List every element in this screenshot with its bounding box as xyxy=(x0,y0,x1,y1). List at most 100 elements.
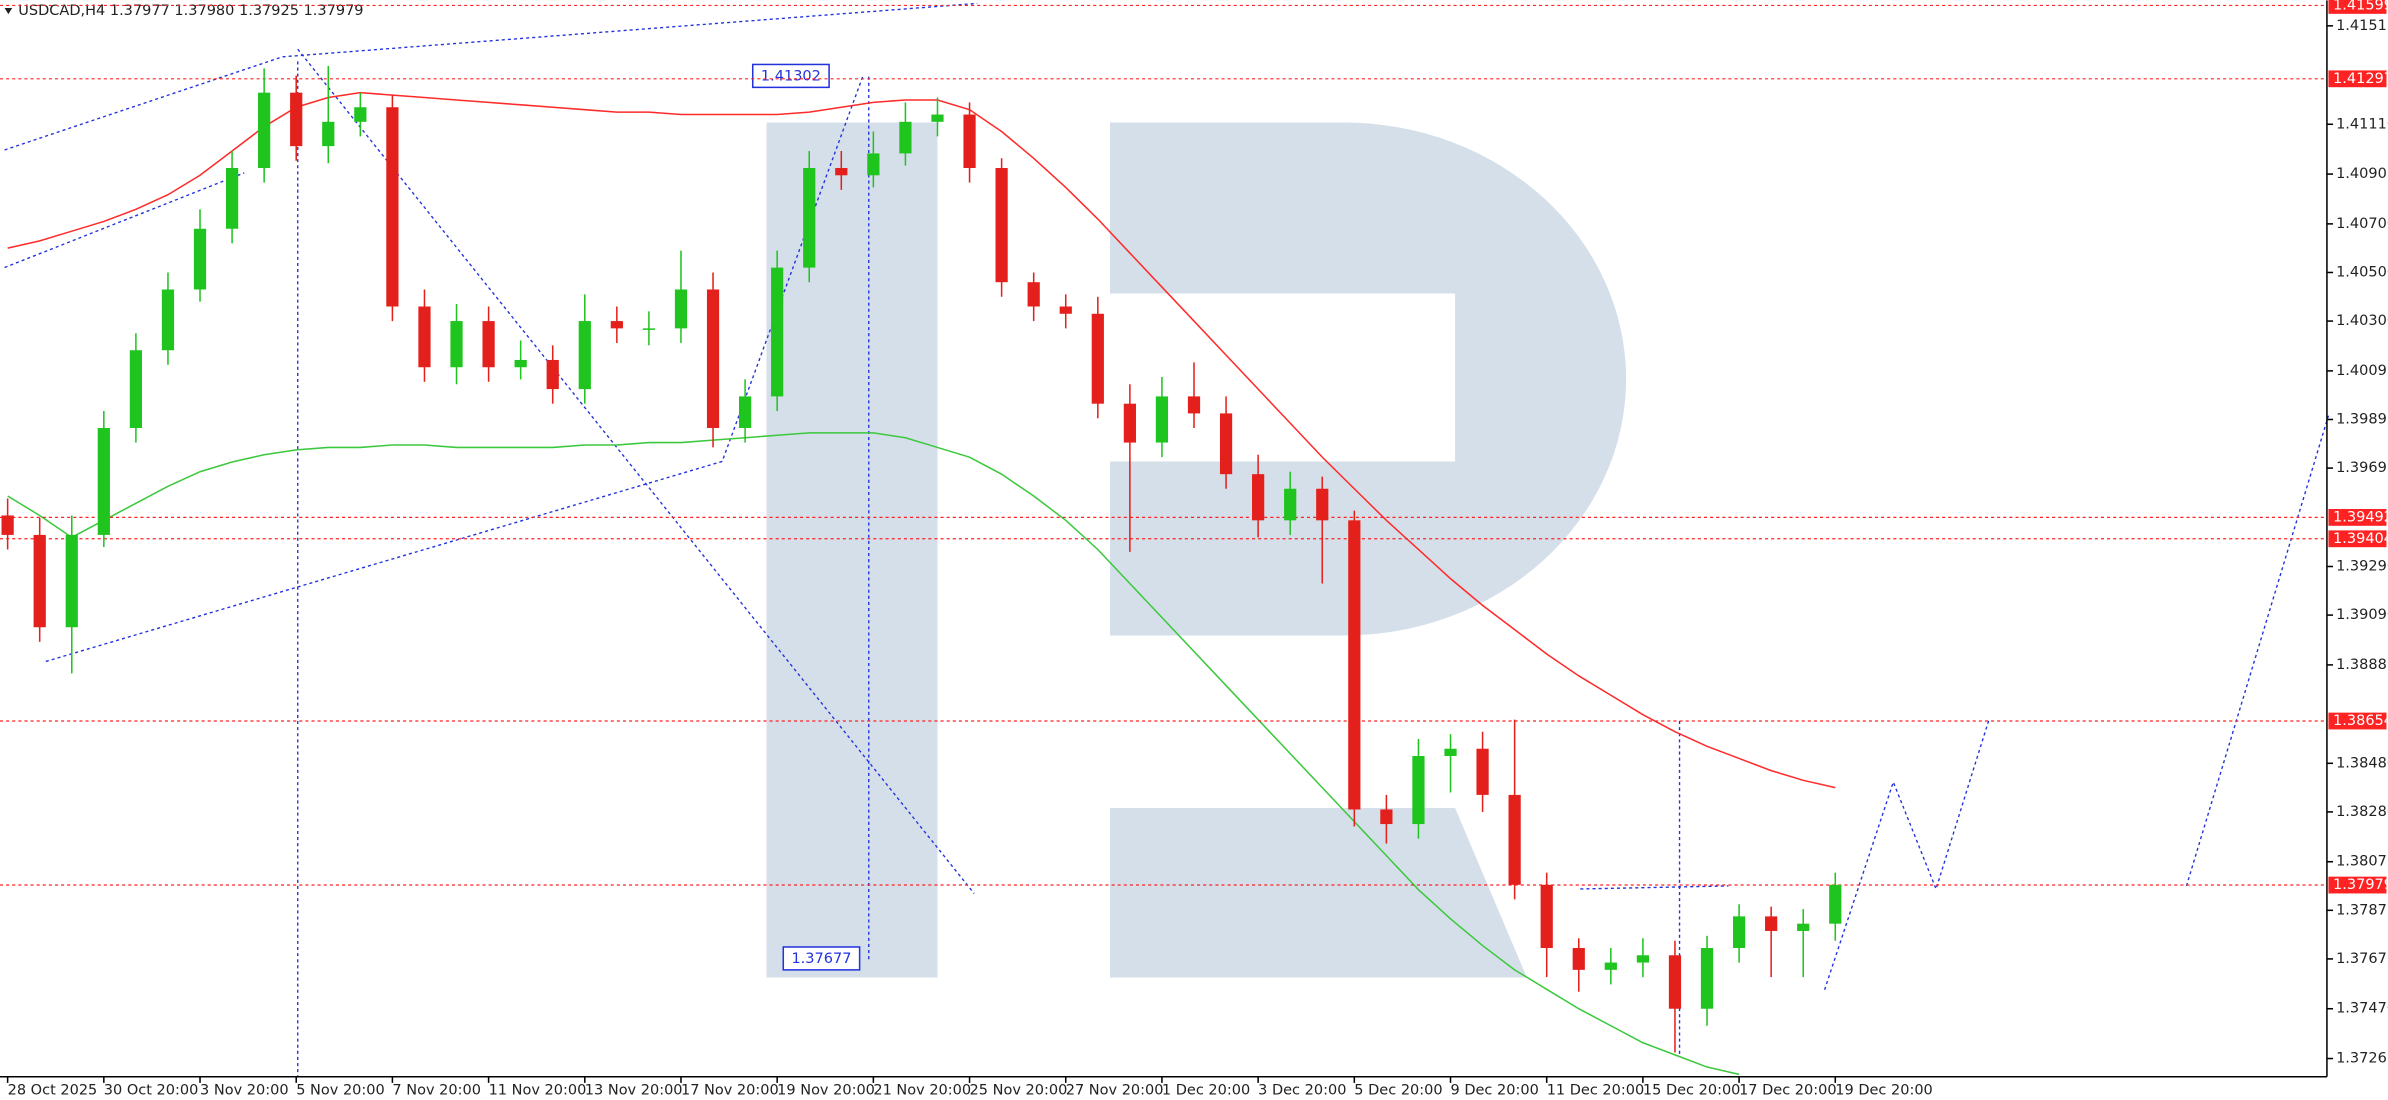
level-tag-bg xyxy=(2328,876,2387,894)
candle-body xyxy=(706,289,720,428)
y-tick-label: 1.37675 xyxy=(2336,951,2388,967)
x-tick-label: 11 Dec 20:00 xyxy=(1547,1083,1645,1099)
y-tick-label: 1.38075 xyxy=(2336,854,2388,870)
candle-body xyxy=(1252,474,1265,521)
annotation-box xyxy=(751,63,830,89)
candle-body xyxy=(578,321,591,390)
y-tick-label: 1.39695 xyxy=(2336,460,2388,476)
moving-average xyxy=(7,91,1836,789)
level-tag: 1.39492 xyxy=(2328,509,2388,526)
candle-body xyxy=(322,121,335,147)
candle-body xyxy=(1572,947,1585,970)
candle-body xyxy=(899,121,912,154)
level-tag-bg xyxy=(2328,712,2387,730)
candle-body xyxy=(771,267,784,397)
candle-body xyxy=(1412,756,1425,825)
candle-body xyxy=(161,289,175,351)
y-tick-label: 1.40300 xyxy=(2336,313,2388,329)
x-tick-label: 21 Nov 20:00 xyxy=(873,1083,971,1099)
candle-body xyxy=(1700,947,1714,1009)
candle-body xyxy=(258,92,271,168)
chart-header: USDCAD,H4 1.37977 1.37980 1.37925 1.3797… xyxy=(18,3,363,19)
x-tick-label: 7 Nov 20:00 xyxy=(392,1083,481,1099)
level-tag: 1.37979 xyxy=(2328,876,2388,894)
level-label: 1.39404 xyxy=(2333,531,2388,547)
candle-body xyxy=(931,114,944,122)
x-tick-label: 17 Dec 20:00 xyxy=(1739,1083,1837,1099)
level-tag: 1.41297 xyxy=(2328,70,2388,88)
x-tick-label: 1 Dec 20:00 xyxy=(1162,1083,1250,1099)
candle-body xyxy=(835,167,848,176)
candle-body xyxy=(995,167,1008,283)
annotation: 1.37677 xyxy=(791,951,851,967)
level-tag: 1.38654 xyxy=(2328,712,2388,730)
candle-body xyxy=(514,359,527,368)
candle-body xyxy=(1765,916,1778,931)
header-arrow xyxy=(4,7,13,15)
candle-body xyxy=(1380,809,1393,825)
y-tick-label: 1.40905 xyxy=(2336,166,2388,182)
y-tick-label: 1.37265 xyxy=(2336,1051,2388,1067)
candle-body xyxy=(867,153,880,176)
level-label: 1.37979 xyxy=(2333,877,2388,893)
level-label: 1.41599 xyxy=(2333,0,2388,13)
y-tick-label: 1.40095 xyxy=(2336,363,2388,379)
candle-body xyxy=(1059,306,1072,314)
x-tick-label: 15 Dec 20:00 xyxy=(1643,1083,1741,1099)
candle-body xyxy=(33,534,46,628)
y-tick-label: 1.39895 xyxy=(2336,411,2388,427)
level-label: 1.41297 xyxy=(2333,71,2388,87)
candle-body xyxy=(1732,916,1746,948)
x-tick-label: 9 Dec 20:00 xyxy=(1451,1083,1539,1099)
level-tag: 1.41599 xyxy=(2328,0,2388,14)
annotation-box xyxy=(782,946,861,971)
candle-body xyxy=(65,534,78,628)
watermark-logo xyxy=(766,122,1627,978)
y-tick-label: 1.37470 xyxy=(2336,1001,2388,1017)
x-tick-label: 13 Nov 20:00 xyxy=(585,1083,683,1099)
x-tick-label: 5 Nov 20:00 xyxy=(296,1083,385,1099)
candle-body xyxy=(1348,520,1361,810)
candle-body xyxy=(963,114,976,168)
level-label: 1.39492 xyxy=(2333,509,2388,525)
candle-body xyxy=(1027,282,1040,307)
y-tick-label: 1.40500 xyxy=(2336,264,2388,280)
x-tick-label: 25 Nov 20:00 xyxy=(970,1083,1068,1099)
y-tick-label: 1.37875 xyxy=(2336,902,2388,918)
candle-body xyxy=(1636,955,1650,963)
level-tag-bg xyxy=(2328,509,2387,526)
y-tick-label: 1.39290 xyxy=(2336,558,2388,574)
moving-average xyxy=(7,432,1740,1076)
candle-body xyxy=(290,92,303,147)
candle-body xyxy=(129,350,142,428)
annotation: 1.41302 xyxy=(761,69,821,85)
candle-body xyxy=(1476,748,1489,795)
candle-body xyxy=(450,321,463,368)
level-tag: 1.39404 xyxy=(2328,530,2388,548)
x-tick-label: 30 Oct 20:00 xyxy=(104,1083,199,1099)
level-tag-bg xyxy=(2328,70,2387,88)
candle-body xyxy=(386,107,399,307)
candle-body xyxy=(1797,923,1810,931)
candle-body xyxy=(225,167,239,229)
candle-body xyxy=(482,321,495,368)
x-tick-label: 28 Oct 2025 xyxy=(8,1083,98,1099)
candle-body xyxy=(1540,884,1553,948)
candle-body xyxy=(418,306,431,368)
y-tick-label: 1.40700 xyxy=(2336,216,2388,232)
candle-body xyxy=(1444,748,1457,757)
x-tick-label: 19 Nov 20:00 xyxy=(777,1083,875,1099)
candle-body xyxy=(1316,488,1329,521)
candle-body xyxy=(1,515,14,535)
y-tick-label: 1.38885 xyxy=(2336,657,2388,673)
x-tick-label: 11 Nov 20:00 xyxy=(489,1083,587,1099)
y-tick-label: 1.41110 xyxy=(2336,116,2388,132)
candle-body xyxy=(1604,962,1617,970)
y-tick-label: 1.39090 xyxy=(2336,607,2388,623)
candle-body xyxy=(1155,396,1169,443)
candle-body xyxy=(674,289,688,329)
candle-body xyxy=(97,427,110,535)
x-tick-label: 3 Nov 20:00 xyxy=(200,1083,289,1099)
candle-body xyxy=(1091,313,1104,404)
